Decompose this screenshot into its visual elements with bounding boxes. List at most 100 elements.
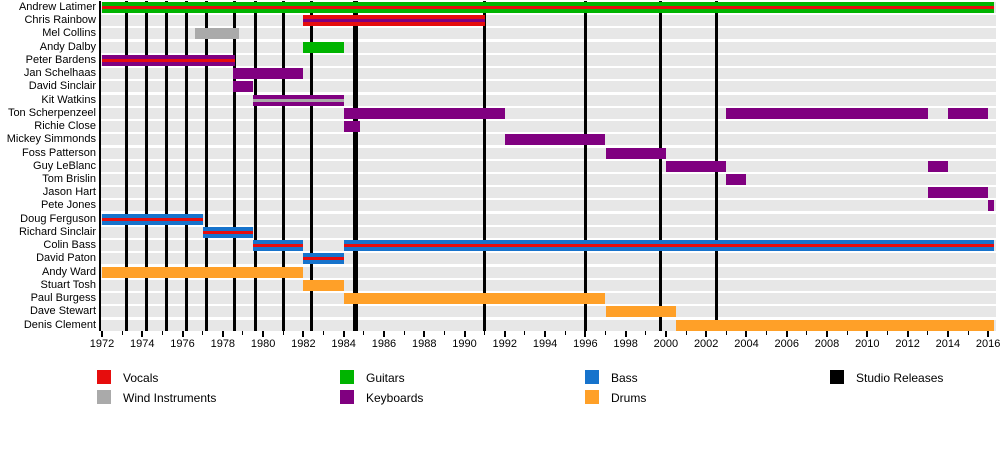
member-label: Mickey Simmonds <box>6 133 96 145</box>
member-label: Jason Hart <box>42 186 96 198</box>
studio-release-line <box>659 1 663 331</box>
timeline-bar <box>303 42 344 53</box>
minor-tick <box>846 331 848 335</box>
tick-label: 2002 <box>693 338 719 350</box>
major-tick <box>342 331 345 337</box>
timeline-bar <box>102 214 203 225</box>
major-tick <box>181 331 184 337</box>
major-tick <box>946 331 949 337</box>
timeline-bar <box>102 55 235 66</box>
timeline-bar <box>253 95 344 106</box>
studio-release-line <box>253 1 257 331</box>
row-band <box>100 108 997 119</box>
row-band <box>100 187 997 198</box>
row-band <box>100 267 997 278</box>
member-label: Paul Burgess <box>30 292 96 304</box>
member-label: Stuart Tosh <box>40 279 96 291</box>
row-band <box>100 306 997 317</box>
tick-label: 2010 <box>855 338 880 350</box>
row-band <box>100 174 997 185</box>
timeline-bar <box>504 134 606 145</box>
row-band <box>100 55 997 66</box>
legend-label-vocals: Vocals <box>123 371 159 385</box>
timeline-bar <box>927 161 948 172</box>
timeline-bar <box>303 253 344 264</box>
member-label: Peter Bardens <box>25 54 96 66</box>
studio-release-line <box>309 1 313 331</box>
member-label: Colin Bass <box>43 239 96 251</box>
timeline-bar <box>605 148 666 159</box>
timeline-bar <box>303 280 344 291</box>
tick-label: 1976 <box>170 338 195 350</box>
minor-tick <box>484 331 486 335</box>
minor-tick <box>886 331 888 335</box>
minor-tick <box>121 331 123 335</box>
row-band <box>100 15 997 26</box>
minor-tick <box>927 331 929 335</box>
member-label: Tom Brislin <box>42 173 96 185</box>
member-label: David Sinclair <box>28 80 96 92</box>
legend-swatch-keyboards <box>340 390 354 404</box>
minor-tick <box>645 331 647 335</box>
minor-tick <box>766 331 768 335</box>
studio-release-line <box>124 1 128 331</box>
minor-tick <box>202 331 204 335</box>
major-tick <box>624 331 627 337</box>
timeline-bar <box>303 15 485 26</box>
major-tick <box>705 331 708 337</box>
member-label: Jan Schelhaas <box>23 67 96 79</box>
timeline-bar <box>202 227 254 238</box>
timeline-bar <box>253 240 304 251</box>
minor-tick <box>806 331 808 335</box>
tick-label: 2012 <box>895 338 920 350</box>
legend-label-releases: Studio Releases <box>856 371 944 385</box>
member-label: Andy Ward <box>41 266 96 278</box>
row-band <box>100 95 997 106</box>
row-band <box>100 200 997 211</box>
minor-tick <box>725 331 727 335</box>
tick-label: 1972 <box>89 338 115 350</box>
row-band <box>100 320 997 331</box>
member-label: Kit Watkins <box>41 94 96 106</box>
studio-release-line <box>281 1 285 331</box>
member-label: Richard Sinclair <box>18 226 96 238</box>
minor-tick <box>282 331 284 335</box>
minor-tick <box>363 331 365 335</box>
timeline-bar <box>343 108 505 119</box>
member-label: Richie Close <box>34 120 96 132</box>
minor-tick <box>242 331 244 335</box>
legend-swatch-bass <box>585 370 599 384</box>
member-label: Denis Clement <box>23 319 96 331</box>
row-band <box>100 253 997 264</box>
row-band <box>100 214 997 225</box>
tick-label: 1988 <box>411 338 437 350</box>
member-label: Pete Jones <box>40 199 96 211</box>
legend-label-bass: Bass <box>611 371 638 385</box>
studio-release-line <box>205 1 209 331</box>
plot-area: Andrew Latimer Chris Rainbow Mel Collins An… <box>6 1 997 331</box>
member-label: Foss Patterson <box>22 147 96 159</box>
legend-label-drums: Drums <box>611 391 647 405</box>
major-tick <box>906 331 909 337</box>
major-tick <box>503 331 506 337</box>
legend-swatch-drums <box>585 390 599 404</box>
legend-label-keyboards: Keyboards <box>366 391 424 405</box>
tick-label: 1990 <box>452 338 477 350</box>
tick-label: 2004 <box>734 338 759 350</box>
member-label: Chris Rainbow <box>24 14 96 26</box>
member-label: Guy LeBlanc <box>33 160 96 172</box>
major-tick <box>463 331 466 337</box>
tick-label: 2000 <box>653 338 679 350</box>
major-tick <box>987 331 990 337</box>
plot-left-border <box>99 1 101 331</box>
member-label: Doug Ferguson <box>20 213 96 225</box>
tick-label: 2006 <box>774 338 799 350</box>
row-band <box>100 68 997 79</box>
x-axis: 1972 1974 1976 1978 1980 1982 1984 1986 1988 1990… <box>89 331 1000 350</box>
row-band <box>100 280 997 291</box>
legend-swatch-vocals <box>97 370 111 384</box>
tick-label: 1992 <box>492 338 518 350</box>
legend-swatch-wind <box>97 390 111 404</box>
minor-tick <box>403 331 405 335</box>
